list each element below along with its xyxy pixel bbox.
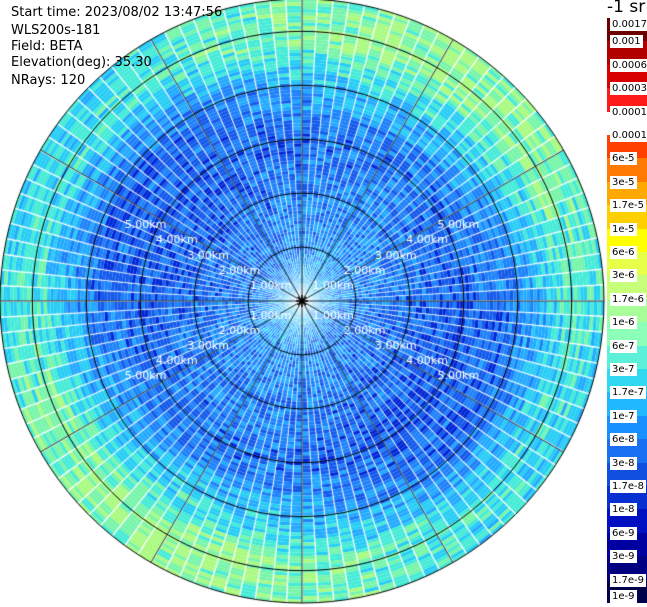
colorbar-tick-label: 6e-6 (610, 246, 637, 259)
colorbar-tick-label: 3e-8 (610, 456, 637, 470)
colorbar: 0.0017 0.001 0.0006 0.0003 0.00017 0.0001 6e-5… (607, 18, 647, 604)
colorbar-tick-label: 0.00017 (610, 105, 647, 119)
colorbar-tick-label: 3e-9 (610, 550, 637, 564)
colorbar-tick-label: 1.7e-6 (610, 292, 647, 306)
nrays-label: NRays: 120 (11, 73, 86, 88)
colorbar-tick-label: 0.001 (610, 35, 643, 49)
colorbar-tick-label: 3e-5 (610, 175, 637, 189)
colorbar-tick-label: 1e-5 (610, 222, 637, 236)
colorbar-tick-label: 1.7e-8 (610, 480, 647, 493)
colorbar-tick-label: 1.7e-5 (610, 199, 647, 213)
colorbar-tick-label: 0.0003 (610, 82, 647, 96)
colorbar-title: -1 sr (607, 0, 646, 17)
colorbar-tick-label: 1e-7 (610, 409, 637, 423)
colorbar-tick-label: 6e-8 (610, 433, 637, 447)
field-label: Field: BETA (11, 39, 83, 54)
colorbar-tick-label: 3e-7 (610, 363, 637, 376)
colorbar-tick-label: 0.0017 (610, 18, 647, 31)
colorbar-tick-label: 3e-6 (610, 269, 637, 283)
colorbar-tick-label: 0.0001 (610, 129, 647, 142)
elevation-label: Elevation(deg): 35.30 (11, 55, 152, 70)
start-time-label: Start time: 2023/08/02 13:47:56 (11, 5, 223, 20)
colorbar-tick-label: 1e-8 (610, 503, 637, 517)
colorbar-tick-label: 1e-6 (610, 316, 637, 330)
colorbar-tick-label: 1.7e-9 (610, 573, 647, 587)
colorbar-tick-label: 0.0006 (610, 58, 647, 72)
colorbar-tick-label: 1.7e-7 (610, 386, 647, 400)
colorbar-tick-label: 6e-7 (610, 339, 637, 353)
colorbar-tick-label: 6e-5 (610, 152, 637, 166)
instrument-label: WLS200s-181 (11, 23, 101, 38)
colorbar-tick-label: 6e-9 (610, 526, 637, 540)
colorbar-tick-label: 1e-9 (610, 590, 637, 603)
